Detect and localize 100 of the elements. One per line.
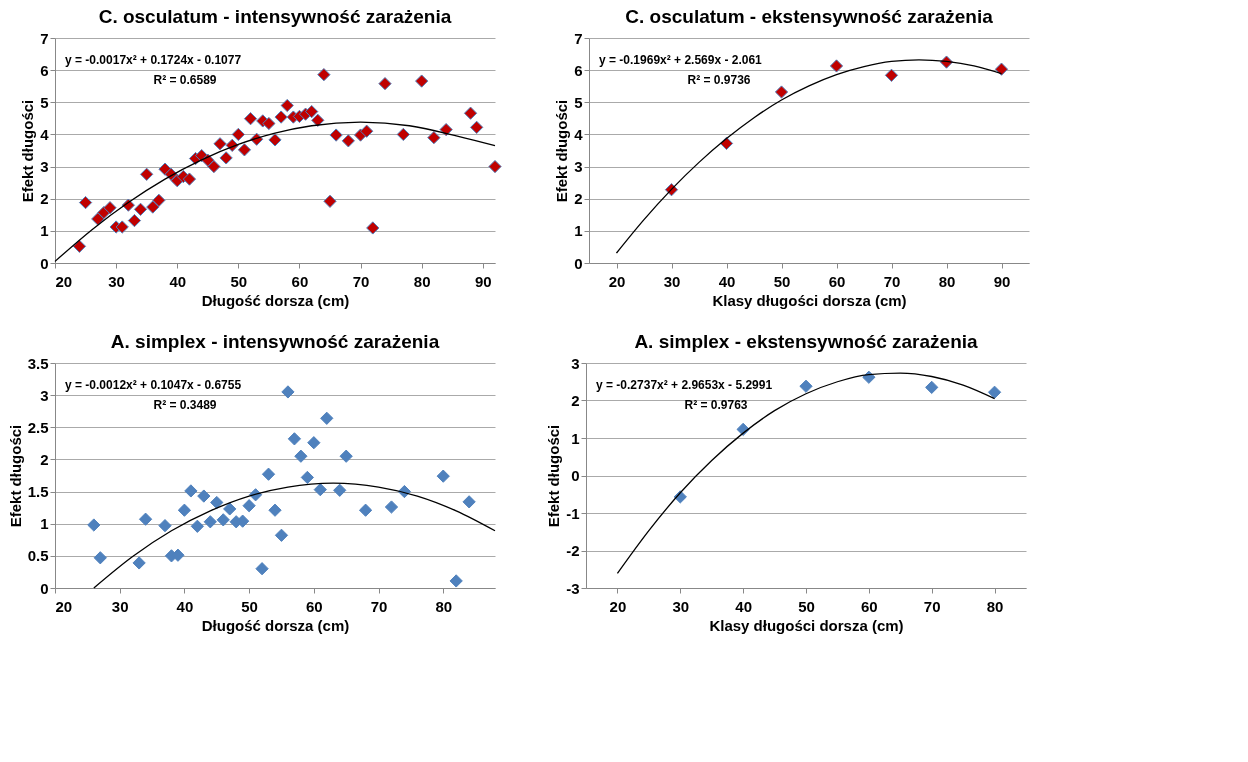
point [255, 562, 269, 576]
annotation: y = -0.1969x² + 2.569x - 2.061 [599, 53, 763, 67]
point [313, 483, 327, 497]
y-tick-label: 6 [40, 61, 49, 79]
point [216, 513, 230, 527]
annotation: y = -0.0012x² + 0.1047x - 0.6755 [65, 378, 242, 392]
y-tick-label: 2 [40, 450, 49, 468]
x-axis-title: Klasy długości dorsza (cm) [709, 616, 904, 634]
point [268, 503, 282, 517]
y-tick-label: 1.5 [27, 483, 49, 501]
point [268, 133, 282, 147]
y-tick-label: 0.5 [27, 547, 49, 565]
y-tick-label: 1 [571, 429, 580, 447]
x-tick-label: 40 [176, 597, 194, 615]
x-tick-label: 30 [663, 272, 681, 290]
y-tick-label: 2 [571, 392, 580, 409]
y-tick-label: 3 [571, 354, 580, 372]
point [140, 167, 154, 181]
annotation: y = -0.0017x² + 0.1724x - 0.1077 [65, 53, 242, 67]
point [925, 380, 939, 394]
point [300, 470, 314, 485]
x-axis-title: Długość dorsza (cm) [201, 616, 350, 634]
x-tick-label: 80 [986, 597, 1004, 615]
y-tick-label: 5 [40, 93, 49, 111]
point [307, 436, 321, 450]
point [294, 449, 308, 463]
point [396, 127, 410, 142]
point [197, 489, 211, 503]
point [333, 483, 347, 497]
point [87, 518, 101, 532]
point [463, 106, 478, 120]
y-tick-label: 0 [40, 254, 49, 272]
point [213, 137, 227, 151]
point [341, 134, 355, 148]
chart-title: A. simplex - ekstensywność zarażenia [634, 331, 979, 352]
point [994, 62, 1009, 76]
x-tick-label: 20 [608, 272, 626, 290]
point [219, 151, 233, 165]
y-tick-label: 0 [40, 579, 49, 597]
x-tick-label: 20 [55, 272, 73, 290]
point [449, 574, 463, 588]
x-axis-title: Długość dorsza (cm) [201, 291, 350, 309]
y-tick-label: -1 [566, 504, 580, 522]
y-axis-title: Efekt długości [545, 424, 563, 528]
point [829, 59, 844, 73]
y-tick-label: 3 [574, 158, 583, 176]
point [884, 68, 899, 82]
point [78, 195, 93, 210]
y-tick-label: 2.5 [27, 418, 49, 436]
annotation: R² = 0.6589 [153, 73, 217, 87]
x-tick-label: 70 [923, 597, 941, 615]
point [184, 484, 198, 498]
y-tick-label: 7 [574, 29, 583, 47]
point [203, 515, 217, 529]
point [236, 514, 250, 528]
chart-title: C. osculatum - intensywność zarażenia [98, 6, 452, 27]
point [317, 68, 331, 82]
point [243, 112, 258, 126]
x-tick-label: 70 [370, 597, 388, 615]
y-tick-label: 5 [574, 93, 583, 111]
point [439, 122, 453, 137]
point [182, 172, 197, 186]
x-axis-title: Klasy długości dorsza (cm) [712, 291, 907, 309]
point [115, 220, 129, 234]
x-tick-label: 90 [993, 272, 1011, 290]
point [305, 104, 319, 119]
point [311, 113, 325, 127]
x-tick-label: 20 [609, 597, 627, 615]
y-tick-label: 4 [40, 125, 50, 143]
y-tick-label: 1 [40, 515, 49, 533]
y-tick-label: 7 [40, 29, 49, 47]
y-tick-label: 2 [574, 190, 583, 208]
annotation: R² = 0.9763 [684, 398, 748, 412]
annotation: R² = 0.3489 [153, 398, 217, 412]
point [262, 116, 276, 131]
x-tick-label: 50 [773, 272, 791, 290]
point [462, 495, 476, 509]
x-tick-label: 30 [672, 597, 690, 615]
chart-title: A. simplex - intensywność zarażenia [110, 331, 440, 352]
point [103, 201, 117, 215]
point [190, 519, 204, 533]
point [470, 120, 484, 134]
point [280, 98, 294, 113]
x-tick-label: 90 [474, 272, 492, 290]
x-tick-label: 20 [55, 597, 73, 615]
y-tick-label: 3 [40, 386, 49, 404]
point [987, 385, 1002, 399]
chart-title: C. osculatum - ekstensywność zarażenia [625, 6, 994, 27]
line-series [93, 482, 496, 589]
point [231, 127, 245, 142]
point [415, 74, 429, 88]
x-tick-label: 60 [305, 597, 323, 615]
y-tick-label: 0 [574, 254, 583, 272]
point [133, 202, 148, 216]
point [436, 469, 450, 483]
x-tick-label: 40 [169, 272, 187, 290]
point [261, 467, 276, 481]
x-tick-label: 70 [352, 272, 370, 290]
annotation: R² = 0.9736 [687, 73, 751, 87]
x-tick-label: 80 [938, 272, 956, 290]
